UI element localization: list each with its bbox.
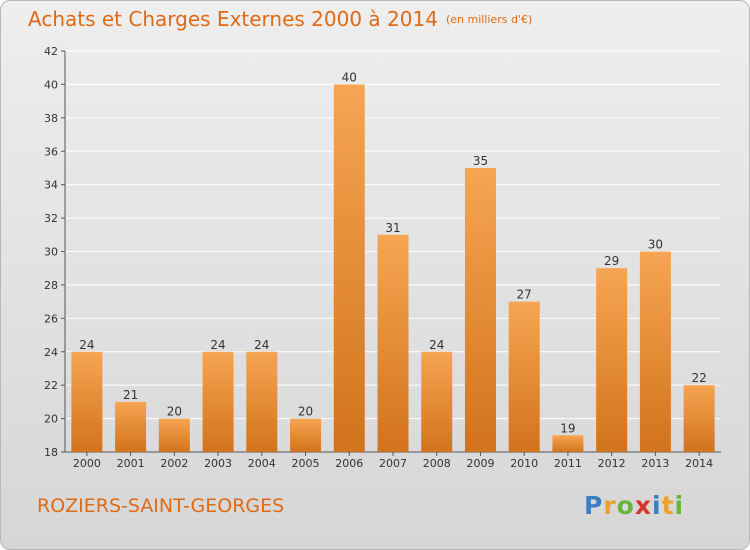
bar — [508, 301, 540, 452]
x-tick-label: 2013 — [641, 457, 669, 470]
y-tick-label: 38 — [44, 112, 58, 125]
x-tick-label: 2002 — [160, 457, 188, 470]
value-label: 20 — [167, 405, 182, 419]
logo-letter: P — [584, 491, 604, 520]
value-label: 20 — [298, 405, 313, 419]
x-tick-label: 2008 — [423, 457, 451, 470]
bar — [464, 167, 496, 453]
bar — [115, 401, 147, 452]
y-tick-label: 36 — [44, 145, 58, 158]
value-label: 29 — [604, 254, 619, 268]
x-tick-label: 2007 — [379, 457, 407, 470]
proxiti-logo: Proxiti — [584, 491, 684, 520]
bar — [71, 351, 103, 452]
bar — [421, 351, 453, 452]
logo-letter: o — [616, 491, 635, 520]
x-tick-label: 2001 — [117, 457, 145, 470]
bar — [290, 418, 322, 452]
x-tick-label: 2005 — [292, 457, 320, 470]
x-tick-label: 2004 — [248, 457, 276, 470]
bar — [158, 418, 190, 452]
value-label: 19 — [560, 421, 575, 435]
value-label: 35 — [473, 154, 488, 168]
logo-letter: t — [661, 491, 675, 520]
y-tick-label: 22 — [44, 379, 58, 392]
value-label: 31 — [385, 221, 400, 235]
x-tick-label: 2014 — [685, 457, 713, 470]
value-label: 21 — [123, 388, 138, 402]
bar — [333, 84, 365, 453]
value-label: 27 — [517, 288, 532, 302]
chart-subtitle: (en milliers d'€) — [445, 13, 533, 26]
bar — [377, 234, 409, 452]
y-tick-label: 32 — [44, 212, 58, 225]
bar — [202, 351, 234, 452]
commune-name: ROZIERS-SAINT-GEORGES — [37, 495, 285, 517]
bar — [552, 435, 584, 452]
value-label: 24 — [254, 338, 269, 352]
logo-letter: x — [634, 491, 652, 520]
x-tick-label: 2009 — [466, 457, 494, 470]
bar — [596, 268, 628, 452]
x-tick-label: 2012 — [598, 457, 626, 470]
y-tick-label: 40 — [44, 78, 58, 91]
y-tick-label: 20 — [44, 413, 58, 426]
value-label: 24 — [210, 338, 225, 352]
chart-title-text: Achats et Charges Externes 2000 à 2014 — [28, 7, 438, 31]
y-tick-label: 24 — [44, 346, 58, 359]
chart-title: Achats et Charges Externes 2000 à 2014 (e… — [28, 7, 532, 31]
bar — [639, 251, 671, 452]
value-label: 24 — [79, 338, 94, 352]
y-tick-label: 42 — [44, 45, 58, 58]
logo-letter: i — [674, 491, 685, 520]
bar — [683, 385, 715, 452]
x-tick-label: 2010 — [510, 457, 538, 470]
value-label: 24 — [429, 338, 444, 352]
x-tick-label: 2011 — [554, 457, 582, 470]
bar — [246, 351, 278, 452]
y-tick-label: 34 — [44, 179, 58, 192]
logo-letter: i — [652, 491, 662, 520]
y-tick-label: 28 — [44, 279, 58, 292]
value-label: 40 — [342, 70, 357, 84]
logo-letter: r — [603, 491, 617, 520]
y-tick-label: 26 — [44, 312, 58, 325]
y-tick-label: 18 — [44, 446, 58, 459]
x-tick-label: 2006 — [335, 457, 363, 470]
x-tick-label: 2003 — [204, 457, 232, 470]
y-tick-label: 30 — [44, 246, 58, 259]
x-tick-label: 2000 — [73, 457, 101, 470]
value-label: 22 — [691, 371, 706, 385]
value-label: 30 — [648, 238, 663, 252]
